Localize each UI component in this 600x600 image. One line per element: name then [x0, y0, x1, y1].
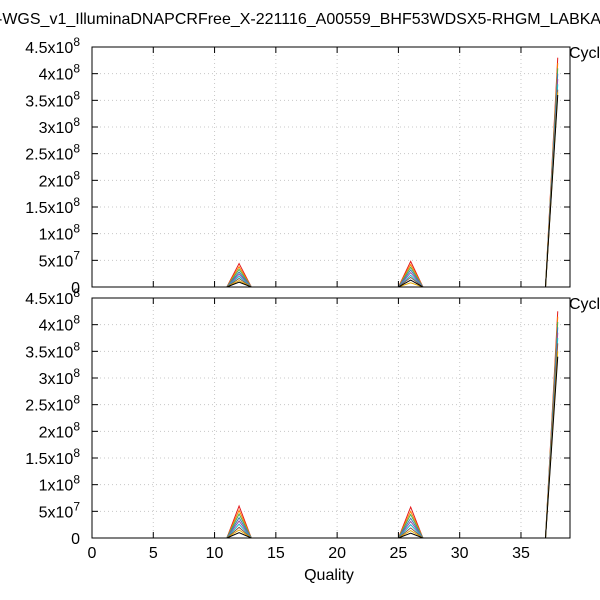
- y-tick-label: 1x108: [39, 473, 81, 495]
- series-line-1: [226, 311, 559, 539]
- x-tick-label: 15: [267, 545, 285, 562]
- y-tick-label: 1.5x108: [25, 195, 80, 217]
- x-tick-label: 5: [149, 545, 158, 562]
- y-tick-label: 3x108: [39, 115, 81, 137]
- x-tick-label: 10: [206, 545, 224, 562]
- chart-title: -WGS_v1_IlluminaDNAPCRFree_X-221116_A005…: [0, 11, 600, 28]
- x-tick-label: 35: [512, 545, 530, 562]
- series-line-6: [226, 84, 559, 288]
- series-line-9: [226, 356, 559, 539]
- legend-label: Cycl: [569, 296, 600, 313]
- x-tick-label: 30: [451, 545, 469, 562]
- series-line-2: [226, 316, 559, 539]
- y-tick-label: 2.5x108: [25, 393, 80, 415]
- y-tick-label: 0: [71, 531, 80, 548]
- series-line-3: [226, 321, 559, 539]
- y-tick-label: 3.5x108: [25, 339, 80, 361]
- series-line-7: [226, 343, 559, 539]
- series-line-8: [226, 92, 559, 288]
- series-line-2: [226, 62, 559, 288]
- y-tick-label: 4.5x108: [25, 286, 80, 308]
- x-tick-label: 25: [390, 545, 408, 562]
- series-line-4: [226, 327, 559, 539]
- y-tick-label: 2x108: [39, 419, 81, 441]
- legend-label: Cycl: [569, 45, 600, 62]
- y-tick-label: 5x107: [39, 499, 81, 521]
- y-tick-label: 1x108: [39, 222, 81, 244]
- x-tick-label: 20: [328, 545, 346, 562]
- x-axis-label: Quality: [304, 567, 354, 584]
- y-tick-label: 4.5x108: [25, 35, 80, 57]
- series-line-6: [226, 337, 559, 539]
- y-tick-label: 0: [71, 280, 80, 297]
- series-line-8: [226, 351, 559, 539]
- y-tick-label: 3.5x108: [25, 88, 80, 110]
- series-line-3: [226, 68, 559, 288]
- panel-2: 0 5x107 1x108 1.5x108 2x108 2.5x108 3x108 3.5x1…: [25, 286, 600, 562]
- y-tick-label: 4x108: [39, 62, 81, 84]
- series-line-1: [226, 57, 559, 288]
- chart-panels: 0 5x107 1x108 1.5x108 2x108 2.5x108 3x108 3.5x1…: [25, 35, 600, 562]
- series-line-5: [226, 78, 559, 288]
- y-tick-label: 1.5x108: [25, 446, 80, 468]
- panel-1: 0 5x107 1x108 1.5x108 2x108 2.5x108 3x108 3.5x1…: [25, 35, 600, 297]
- series-line-5: [226, 332, 559, 539]
- y-tick-label: 2.5x108: [25, 142, 80, 164]
- x-tick-label: 0: [88, 545, 97, 562]
- y-tick-label: 2x108: [39, 168, 81, 190]
- y-tick-label: 4x108: [39, 313, 81, 335]
- plot-frame: [91, 46, 571, 288]
- series-line-9: [226, 94, 559, 288]
- y-tick-label: 3x108: [39, 366, 81, 388]
- series-line-7: [226, 89, 559, 288]
- y-tick-label: 5x107: [39, 248, 81, 270]
- plot-frame: [91, 297, 571, 539]
